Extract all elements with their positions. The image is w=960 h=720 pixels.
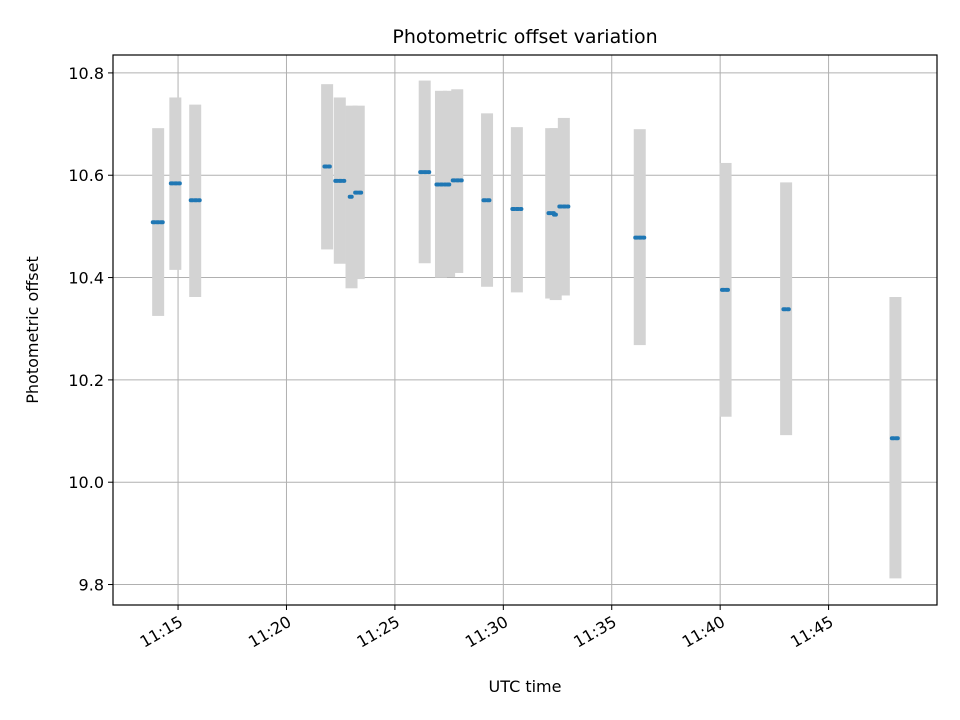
y-tick-label: 10.2 bbox=[68, 371, 104, 390]
point-layer bbox=[150, 164, 902, 441]
y-tick-label: 10.6 bbox=[68, 166, 104, 185]
y-tick-label: 9.8 bbox=[79, 576, 104, 595]
y-tick-label: 10.4 bbox=[68, 269, 104, 288]
plot-frame bbox=[112, 54, 938, 606]
chart-title: Photometric offset variation bbox=[392, 26, 657, 48]
y-tick-label: 10.8 bbox=[68, 64, 104, 83]
y-axis-label: Photometric offset bbox=[23, 256, 42, 404]
x-axis-label: UTC time bbox=[489, 677, 562, 696]
y-tick-label: 10.0 bbox=[68, 473, 104, 492]
